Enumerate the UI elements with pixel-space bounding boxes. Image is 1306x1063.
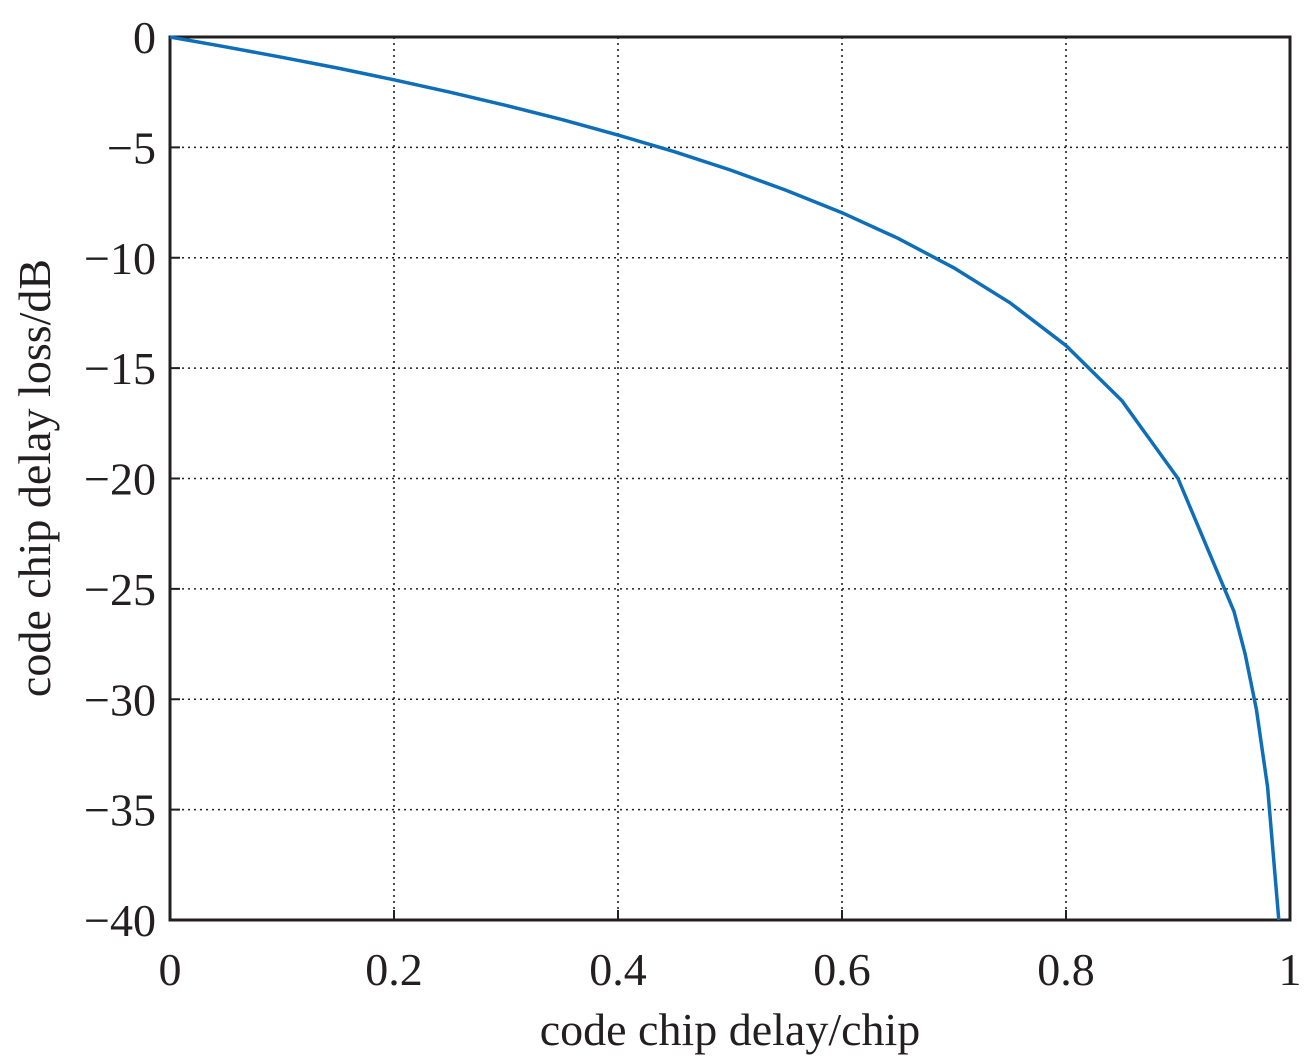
y-tick-label: −10	[84, 233, 156, 284]
data-line	[169, 35, 1281, 921]
plot-frame	[168, 35, 1292, 922]
y-tick-label: −30	[84, 674, 156, 725]
y-tick-label: 0	[133, 12, 156, 63]
x-tick-label: 0.6	[813, 944, 871, 995]
x-tick-label: 1	[1279, 944, 1302, 995]
x-tick-label: 0	[159, 944, 182, 995]
y-tick-label: −15	[84, 343, 156, 394]
y-tick-label: −20	[84, 454, 156, 505]
y-tick-label: −40	[84, 895, 156, 946]
y-tick-label: −25	[84, 564, 156, 615]
x-tick-label: 0.4	[589, 944, 647, 995]
x-tick-label: 0.2	[365, 944, 423, 995]
x-axis-label: code chip delay/chip	[540, 1004, 921, 1055]
y-axis-label: code chip delay loss/dB	[9, 259, 60, 697]
x-tick-label: 0.8	[1037, 944, 1095, 995]
y-tick-label: −35	[84, 785, 156, 836]
y-tick-label: −5	[107, 122, 156, 173]
